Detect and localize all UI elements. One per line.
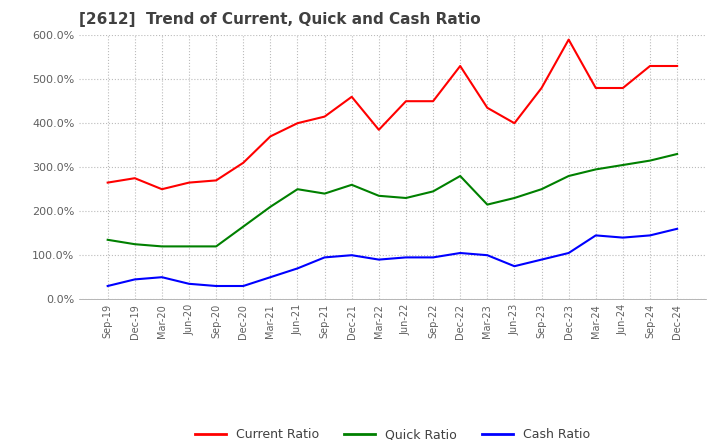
- Quick Ratio: [293, 187, 302, 192]
- Quick Ratio: [402, 195, 410, 201]
- Current Ratio: [428, 99, 437, 104]
- Current Ratio: [158, 187, 166, 192]
- Quick Ratio: [456, 173, 464, 179]
- Quick Ratio: [428, 189, 437, 194]
- Cash Ratio: [293, 266, 302, 271]
- Current Ratio: [348, 94, 356, 99]
- Cash Ratio: [618, 235, 627, 240]
- Quick Ratio: [618, 162, 627, 168]
- Current Ratio: [537, 85, 546, 91]
- Cash Ratio: [564, 250, 573, 256]
- Quick Ratio: [320, 191, 329, 196]
- Current Ratio: [564, 37, 573, 42]
- Cash Ratio: [104, 283, 112, 289]
- Quick Ratio: [348, 182, 356, 187]
- Cash Ratio: [348, 253, 356, 258]
- Current Ratio: [483, 105, 492, 110]
- Cash Ratio: [428, 255, 437, 260]
- Cash Ratio: [239, 283, 248, 289]
- Cash Ratio: [212, 283, 220, 289]
- Cash Ratio: [510, 264, 518, 269]
- Current Ratio: [239, 160, 248, 165]
- Current Ratio: [320, 114, 329, 119]
- Quick Ratio: [104, 237, 112, 242]
- Quick Ratio: [537, 187, 546, 192]
- Cash Ratio: [483, 253, 492, 258]
- Text: [2612]  Trend of Current, Quick and Cash Ratio: [2612] Trend of Current, Quick and Cash …: [79, 12, 481, 27]
- Quick Ratio: [564, 173, 573, 179]
- Cash Ratio: [158, 275, 166, 280]
- Cash Ratio: [646, 233, 654, 238]
- Cash Ratio: [456, 250, 464, 256]
- Quick Ratio: [212, 244, 220, 249]
- Current Ratio: [185, 180, 194, 185]
- Quick Ratio: [185, 244, 194, 249]
- Current Ratio: [293, 121, 302, 126]
- Current Ratio: [130, 176, 139, 181]
- Quick Ratio: [510, 195, 518, 201]
- Current Ratio: [591, 85, 600, 91]
- Quick Ratio: [483, 202, 492, 207]
- Current Ratio: [510, 121, 518, 126]
- Current Ratio: [374, 127, 383, 132]
- Current Ratio: [646, 63, 654, 69]
- Cash Ratio: [537, 257, 546, 262]
- Quick Ratio: [591, 167, 600, 172]
- Line: Current Ratio: Current Ratio: [108, 40, 677, 189]
- Cash Ratio: [402, 255, 410, 260]
- Legend: Current Ratio, Quick Ratio, Cash Ratio: Current Ratio, Quick Ratio, Cash Ratio: [189, 423, 595, 440]
- Current Ratio: [618, 85, 627, 91]
- Cash Ratio: [130, 277, 139, 282]
- Cash Ratio: [185, 281, 194, 286]
- Current Ratio: [104, 180, 112, 185]
- Current Ratio: [402, 99, 410, 104]
- Quick Ratio: [672, 151, 681, 157]
- Quick Ratio: [646, 158, 654, 163]
- Cash Ratio: [266, 275, 275, 280]
- Quick Ratio: [158, 244, 166, 249]
- Quick Ratio: [266, 204, 275, 209]
- Quick Ratio: [239, 224, 248, 229]
- Cash Ratio: [591, 233, 600, 238]
- Line: Cash Ratio: Cash Ratio: [108, 229, 677, 286]
- Quick Ratio: [374, 193, 383, 198]
- Current Ratio: [672, 63, 681, 69]
- Cash Ratio: [672, 226, 681, 231]
- Quick Ratio: [130, 242, 139, 247]
- Current Ratio: [456, 63, 464, 69]
- Cash Ratio: [320, 255, 329, 260]
- Cash Ratio: [374, 257, 383, 262]
- Line: Quick Ratio: Quick Ratio: [108, 154, 677, 246]
- Current Ratio: [266, 134, 275, 139]
- Current Ratio: [212, 178, 220, 183]
